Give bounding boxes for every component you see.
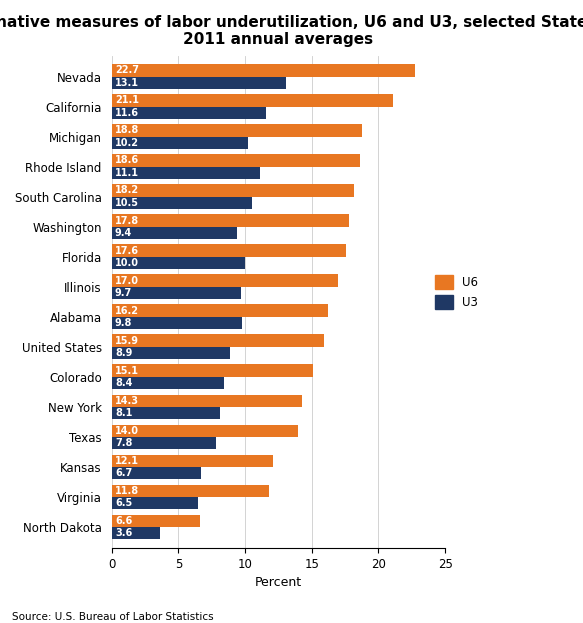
Text: 9.4: 9.4 xyxy=(115,228,132,238)
Bar xyxy=(111,394,303,407)
Text: 10.0: 10.0 xyxy=(115,258,139,268)
Bar xyxy=(111,184,354,197)
Text: 15.9: 15.9 xyxy=(115,336,139,346)
Bar xyxy=(111,257,245,269)
Title: Alternative measures of labor underutilization, U6 and U3, selected States,
2011: Alternative measures of labor underutili… xyxy=(0,15,583,47)
Text: 18.8: 18.8 xyxy=(115,125,139,135)
Legend: U6, U3: U6, U3 xyxy=(430,270,483,314)
Bar xyxy=(111,227,237,239)
Bar xyxy=(111,316,243,329)
Bar xyxy=(111,244,346,257)
Text: 10.2: 10.2 xyxy=(115,138,139,148)
Bar xyxy=(111,437,216,449)
Bar xyxy=(111,214,349,227)
Bar xyxy=(111,364,313,377)
X-axis label: Percent: Percent xyxy=(255,576,302,589)
Text: 18.2: 18.2 xyxy=(115,186,139,196)
Text: 8.1: 8.1 xyxy=(115,408,132,418)
Text: 15.1: 15.1 xyxy=(115,366,139,376)
Bar xyxy=(111,197,252,209)
Text: 9.7: 9.7 xyxy=(115,288,132,298)
Bar xyxy=(111,485,269,497)
Bar xyxy=(111,455,273,467)
Bar xyxy=(111,107,266,119)
Text: 3.6: 3.6 xyxy=(115,528,132,538)
Text: 14.3: 14.3 xyxy=(115,396,139,406)
Text: 18.6: 18.6 xyxy=(115,156,139,166)
Bar xyxy=(111,136,248,149)
Text: 14.0: 14.0 xyxy=(115,426,139,435)
Text: 6.7: 6.7 xyxy=(115,468,132,478)
Bar xyxy=(111,467,201,479)
Bar xyxy=(111,407,220,419)
Text: 8.4: 8.4 xyxy=(115,378,132,388)
Text: 17.8: 17.8 xyxy=(115,216,139,226)
Text: 6.6: 6.6 xyxy=(115,516,132,526)
Text: 16.2: 16.2 xyxy=(115,306,139,316)
Bar xyxy=(111,305,328,316)
Text: 21.1: 21.1 xyxy=(115,95,139,105)
Text: 12.1: 12.1 xyxy=(115,456,139,466)
Text: 8.9: 8.9 xyxy=(115,348,132,358)
Bar xyxy=(111,77,286,89)
Bar xyxy=(111,527,160,540)
Bar xyxy=(111,64,415,77)
Text: 11.6: 11.6 xyxy=(115,108,139,118)
Text: Source: U.S. Bureau of Labor Statistics: Source: U.S. Bureau of Labor Statistics xyxy=(12,612,213,622)
Bar xyxy=(111,335,324,347)
Text: 17.6: 17.6 xyxy=(115,245,139,255)
Text: 22.7: 22.7 xyxy=(115,65,139,75)
Text: 11.8: 11.8 xyxy=(115,486,139,496)
Text: 9.8: 9.8 xyxy=(115,318,132,328)
Bar xyxy=(111,94,393,107)
Bar xyxy=(111,424,298,437)
Bar xyxy=(111,155,360,166)
Bar xyxy=(111,347,230,359)
Bar xyxy=(111,515,199,527)
Text: 17.0: 17.0 xyxy=(115,275,139,285)
Text: 13.1: 13.1 xyxy=(115,78,139,88)
Bar xyxy=(111,124,363,136)
Text: 10.5: 10.5 xyxy=(115,198,139,208)
Bar xyxy=(111,497,198,510)
Text: 11.1: 11.1 xyxy=(115,168,139,178)
Text: 7.8: 7.8 xyxy=(115,438,132,448)
Text: 6.5: 6.5 xyxy=(115,498,132,508)
Bar xyxy=(111,377,224,389)
Bar xyxy=(111,274,339,287)
Bar xyxy=(111,287,241,299)
Bar xyxy=(111,166,259,179)
